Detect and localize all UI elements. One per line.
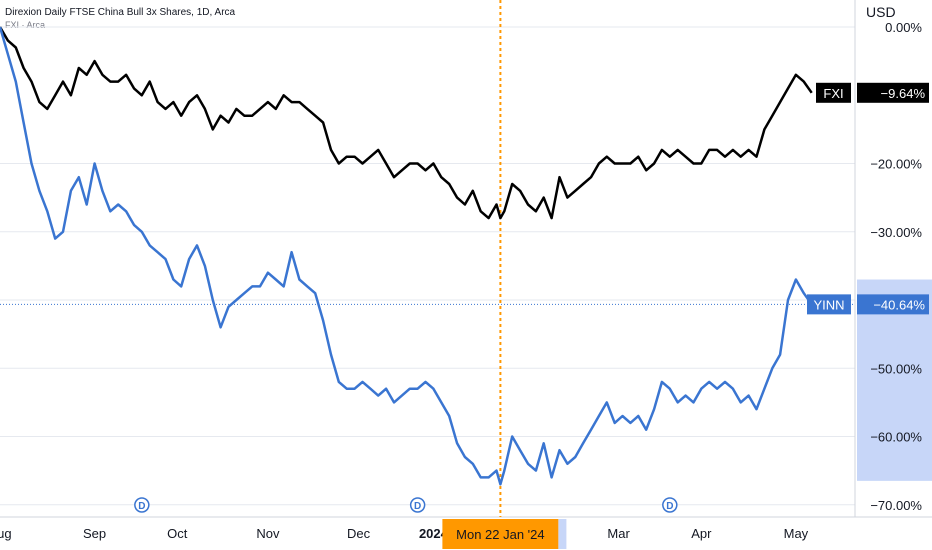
chart-title: Direxion Daily FTSE China Bull 3x Shares… <box>5 7 236 18</box>
dividend-marker-label: D <box>414 501 421 512</box>
crosshair-date-text: Mon 22 Jan '24 <box>456 527 545 542</box>
x-tick-label: 2024 <box>419 526 449 541</box>
series-name-tag-yinn <box>807 294 851 315</box>
dividend-marker[interactable] <box>134 497 150 513</box>
x-tick-label: Oct <box>167 526 188 541</box>
series-name-yinn: YINN <box>813 297 844 312</box>
crosshair-date-badge-edge <box>558 519 567 549</box>
currency-label[interactable]: USD <box>866 4 896 20</box>
dividend-marker-label: D <box>138 501 145 512</box>
value-badge-yinn <box>857 294 929 315</box>
value-badge-fxi <box>857 82 929 103</box>
y-tick-label: −30.00% <box>870 225 922 240</box>
dividend-marker[interactable] <box>409 497 426 513</box>
value-badge-text-yinn: −40.64% <box>873 297 925 312</box>
crosshair-date-badge <box>442 519 559 549</box>
x-tick-label: Aug <box>0 526 12 541</box>
y-tick-label: 0.00% <box>885 20 922 35</box>
dividend-marker[interactable] <box>662 497 678 513</box>
series-line-yinn[interactable] <box>0 26 813 486</box>
x-tick-label: Apr <box>691 526 712 541</box>
chart-header: Direxion Daily FTSE China Bull 3x Shares… <box>5 6 235 32</box>
series-name-tag-fxi <box>816 82 851 103</box>
y-tick-label: −20.00% <box>870 157 922 172</box>
dividend-marker-label: D <box>666 501 673 512</box>
chart-subtitle: FXI · Arca <box>5 20 46 30</box>
y-tick-label: −50.00% <box>870 361 922 376</box>
x-tick-label: Sep <box>83 526 106 541</box>
value-badge-text-fxi: −9.64% <box>881 86 926 101</box>
y-tick-label: −70.00% <box>870 498 922 513</box>
x-tick-label: Dec <box>347 526 371 541</box>
x-tick-label: Mar <box>607 526 630 541</box>
y-tick-label: −60.00% <box>870 430 922 445</box>
x-tick-label: Nov <box>256 526 280 541</box>
series-name-fxi: FXI <box>823 86 843 101</box>
series-line-fxi[interactable] <box>0 26 813 220</box>
x-tick-label: May <box>784 526 809 541</box>
